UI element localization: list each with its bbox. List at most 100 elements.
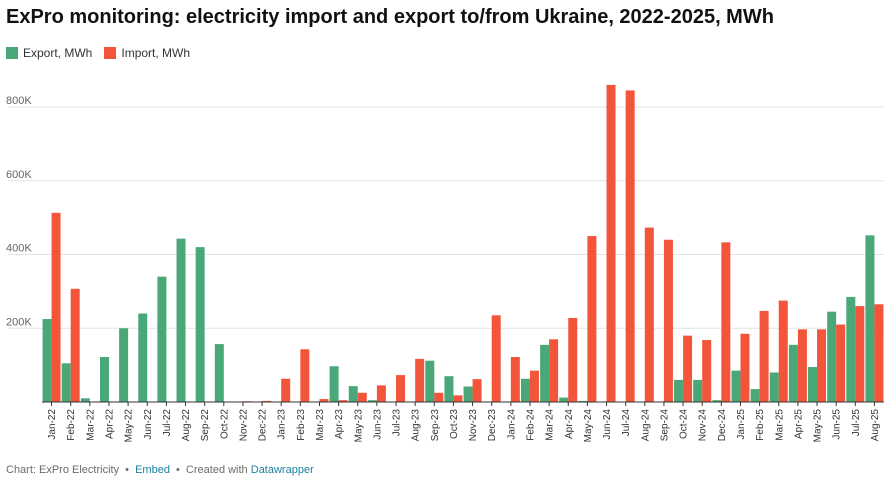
bar-export[interactable] bbox=[425, 360, 435, 402]
bar-export[interactable] bbox=[80, 398, 90, 402]
x-tick-label: Apr-23 bbox=[334, 409, 345, 439]
bar-export[interactable] bbox=[578, 400, 588, 402]
bar-import[interactable] bbox=[529, 370, 539, 402]
bar-import[interactable] bbox=[434, 392, 444, 402]
bar-export[interactable] bbox=[367, 400, 377, 402]
bar-export[interactable] bbox=[693, 379, 703, 403]
legend-label-import: Import, MWh bbox=[121, 46, 191, 60]
bar-import[interactable] bbox=[817, 329, 827, 402]
bar-import[interactable] bbox=[855, 306, 865, 403]
bar-export[interactable] bbox=[559, 397, 569, 402]
bar-import[interactable] bbox=[70, 288, 80, 402]
x-tick-label: Mar-25 bbox=[774, 409, 785, 441]
bar-import[interactable] bbox=[510, 357, 520, 402]
bar-import[interactable] bbox=[683, 335, 693, 403]
x-tick-label: Aug-25 bbox=[870, 409, 881, 442]
x-tick-label: Feb-25 bbox=[755, 409, 766, 441]
x-tick-label: Jul-25 bbox=[851, 409, 862, 437]
bar-import[interactable] bbox=[778, 300, 788, 402]
bar-import[interactable] bbox=[357, 392, 367, 402]
bar-export[interactable] bbox=[731, 370, 741, 402]
x-tick-label: Sep-24 bbox=[659, 409, 670, 442]
x-tick-label: Jun-23 bbox=[372, 409, 383, 440]
bar-import[interactable] bbox=[663, 239, 673, 402]
bar-export[interactable] bbox=[176, 238, 186, 402]
bar-export[interactable] bbox=[99, 357, 109, 402]
x-tick-label: Jan-23 bbox=[277, 409, 288, 440]
x-tick-label: Sep-22 bbox=[200, 409, 211, 442]
x-tick-label: Jun-22 bbox=[143, 409, 154, 440]
bar-import[interactable] bbox=[568, 317, 578, 403]
bar-export[interactable] bbox=[214, 344, 224, 402]
bar-export[interactable] bbox=[769, 372, 779, 403]
bar-import[interactable] bbox=[874, 304, 884, 402]
x-tick-label: Mar-24 bbox=[545, 409, 556, 441]
bar-export[interactable] bbox=[463, 386, 473, 402]
footer-source: Chart: ExPro Electricity bbox=[6, 464, 120, 476]
x-tick-label: Jan-25 bbox=[736, 409, 747, 440]
bar-export[interactable] bbox=[348, 386, 358, 402]
bar-import[interactable] bbox=[836, 324, 846, 402]
bar-import[interactable] bbox=[587, 236, 597, 402]
bar-import[interactable] bbox=[453, 395, 463, 402]
bar-import[interactable] bbox=[376, 385, 386, 402]
bar-export[interactable] bbox=[520, 378, 530, 402]
bar-export[interactable] bbox=[865, 235, 875, 402]
bar-import[interactable] bbox=[338, 400, 348, 402]
x-tick-label: Dec-24 bbox=[717, 409, 728, 442]
bar-import[interactable] bbox=[300, 349, 310, 402]
x-tick-label: Sep-23 bbox=[430, 409, 441, 442]
datawrapper-link[interactable]: Datawrapper bbox=[250, 464, 314, 476]
embed-link[interactable]: Embed bbox=[135, 464, 170, 476]
bar-import[interactable] bbox=[625, 90, 635, 402]
chart-title: ExPro monitoring: electricity import and… bbox=[6, 6, 774, 28]
bar-export[interactable] bbox=[119, 328, 129, 402]
legend-item-export: Export, MWh bbox=[6, 46, 92, 60]
bar-export[interactable] bbox=[444, 376, 454, 402]
bar-export[interactable] bbox=[788, 344, 798, 402]
bar-import[interactable] bbox=[415, 358, 425, 402]
bar-import[interactable] bbox=[606, 84, 616, 403]
bar-import[interactable] bbox=[721, 242, 731, 402]
bar-import[interactable] bbox=[491, 315, 501, 402]
bar-import[interactable] bbox=[702, 340, 712, 402]
bar-export[interactable] bbox=[750, 389, 760, 402]
y-tick-label: 800K bbox=[6, 95, 32, 107]
bar-export[interactable] bbox=[674, 379, 684, 403]
x-tick-label: Jun-25 bbox=[832, 409, 843, 440]
bar-import[interactable] bbox=[797, 329, 807, 402]
x-tick-label: Jun-24 bbox=[602, 409, 613, 440]
legend-item-import: Import, MWh bbox=[104, 46, 190, 60]
bar-import[interactable] bbox=[644, 227, 654, 402]
legend: Export, MWh Import, MWh bbox=[6, 46, 190, 60]
bar-export[interactable] bbox=[808, 366, 818, 402]
x-tick-label: Mar-23 bbox=[315, 409, 326, 441]
bar-export[interactable] bbox=[138, 313, 148, 403]
x-tick-label: Mar-22 bbox=[85, 409, 96, 441]
bar-export[interactable] bbox=[540, 344, 550, 402]
bar-export[interactable] bbox=[846, 296, 856, 402]
bar-import[interactable] bbox=[472, 379, 482, 402]
bar-import[interactable] bbox=[740, 333, 750, 402]
bar-export[interactable] bbox=[329, 366, 339, 402]
bar-import[interactable] bbox=[759, 310, 769, 402]
bar-import[interactable] bbox=[319, 399, 329, 402]
bar-export[interactable] bbox=[712, 400, 722, 402]
x-tick-label: Apr-24 bbox=[564, 409, 575, 439]
bar-import[interactable] bbox=[51, 212, 61, 402]
bar-import[interactable] bbox=[262, 400, 272, 402]
bar-export[interactable] bbox=[157, 276, 167, 403]
bar-export[interactable] bbox=[42, 319, 52, 402]
bar-import[interactable] bbox=[396, 375, 406, 402]
y-tick-label: 200K bbox=[6, 316, 32, 328]
legend-swatch-import bbox=[104, 47, 117, 59]
bar-export[interactable] bbox=[827, 311, 837, 402]
bar-import[interactable] bbox=[281, 378, 291, 402]
x-tick-label: Jul-24 bbox=[621, 409, 632, 437]
bar-export[interactable] bbox=[61, 363, 71, 402]
x-tick-label: Apr-22 bbox=[104, 409, 115, 439]
bar-export[interactable] bbox=[195, 247, 205, 403]
x-tick-label: May-22 bbox=[124, 409, 135, 443]
bar-import[interactable] bbox=[549, 339, 559, 402]
x-tick-label: Jan-24 bbox=[506, 409, 517, 440]
